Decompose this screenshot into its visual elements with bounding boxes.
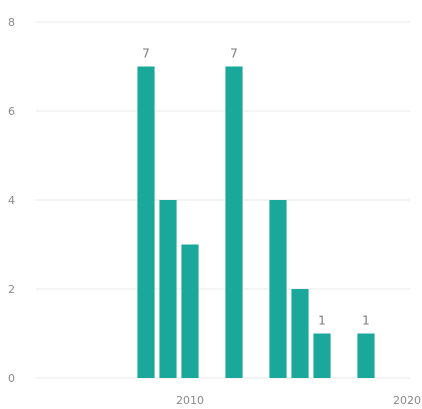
- y-tick-label: 4: [8, 194, 15, 207]
- grid-lines: [36, 21, 410, 379]
- data-label: 7: [142, 47, 150, 61]
- bar: [291, 289, 309, 378]
- data-label: 1: [318, 314, 326, 328]
- y-tick-label: 8: [8, 16, 15, 29]
- bars: [137, 66, 375, 378]
- bar: [137, 66, 155, 378]
- bar: [225, 66, 243, 378]
- bar: [269, 200, 287, 378]
- y-tick-label: 6: [8, 105, 15, 118]
- bar: [159, 200, 177, 378]
- bar: [181, 244, 199, 378]
- y-tick-label: 0: [8, 372, 15, 385]
- x-tick-label: 2020: [393, 394, 421, 407]
- bar: [313, 333, 331, 378]
- y-tick-label: 2: [8, 283, 15, 296]
- data-labels: 7 7 1 1: [142, 47, 370, 328]
- data-label: 1: [362, 314, 370, 328]
- y-axis-ticks: 0 2 4 6 8: [8, 16, 15, 385]
- x-axis-ticks: 2010 2020: [176, 394, 421, 407]
- bar: [357, 333, 375, 378]
- x-tick-label: 2010: [176, 394, 204, 407]
- data-label: 7: [230, 47, 238, 61]
